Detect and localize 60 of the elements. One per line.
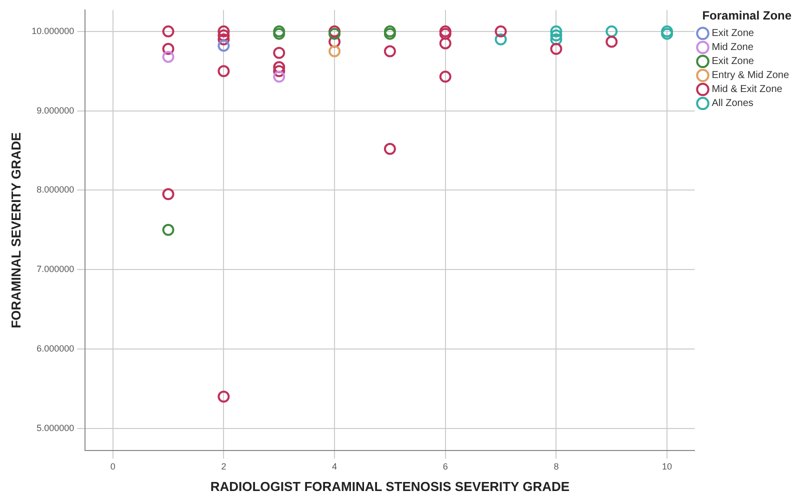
x-tick-label: 8	[554, 461, 559, 472]
point	[384, 25, 396, 38]
y-tick-label: 8.000000	[36, 184, 74, 195]
x-tick-label: 2	[221, 461, 226, 472]
point	[439, 70, 452, 83]
point	[494, 25, 507, 38]
x-tick-label: 6	[442, 461, 448, 472]
legend-title: Foraminal Zone	[702, 8, 792, 22]
point	[439, 25, 452, 38]
legend-label: Mid & Exit Zone	[712, 84, 783, 96]
point	[439, 37, 452, 50]
point	[494, 33, 507, 46]
point	[162, 25, 174, 38]
point	[273, 46, 286, 59]
y-tick-label: 10.000000	[32, 26, 74, 36]
point	[273, 65, 286, 78]
y-axis-title: FORAMINAL SEVERITY GRADE	[8, 132, 24, 328]
y-tick-label: 6.000000	[36, 343, 74, 354]
point	[218, 40, 230, 52]
point	[273, 61, 286, 74]
y-tick-label: 9.000000	[36, 105, 74, 116]
point	[328, 28, 341, 40]
point	[328, 45, 341, 58]
point	[384, 28, 396, 40]
point	[273, 70, 286, 83]
point	[162, 42, 174, 55]
point	[550, 29, 562, 42]
point	[661, 28, 674, 40]
legend-label: All Zones	[712, 98, 754, 110]
point	[218, 25, 230, 38]
point	[273, 25, 286, 38]
y-tick-label: 5.000000	[36, 422, 74, 433]
point	[273, 28, 286, 40]
point	[218, 33, 230, 46]
point	[162, 188, 174, 200]
point	[606, 25, 618, 38]
x-tick-label: 10	[662, 461, 672, 472]
point	[384, 142, 396, 155]
point	[661, 25, 674, 38]
point	[439, 28, 452, 40]
legend-label: Mid Zone	[712, 42, 754, 54]
point	[218, 29, 230, 42]
point	[162, 50, 174, 63]
x-tick-label: 0	[110, 461, 116, 472]
point	[550, 33, 562, 46]
x-axis-title: RADIOLOGIST FORAMINAL STENOSIS SEVERITY GRADE	[210, 478, 570, 494]
point	[328, 25, 341, 38]
point	[606, 36, 618, 48]
y-tick-label: 7.000000	[36, 264, 74, 274]
point	[218, 390, 230, 403]
point	[162, 224, 174, 236]
point	[550, 42, 562, 55]
point	[550, 25, 562, 38]
legend-label: Exit Zone	[712, 28, 754, 40]
point	[384, 45, 396, 58]
legend-label: Exit Zone	[712, 56, 754, 68]
point	[328, 36, 341, 48]
x-tick-label: 4	[332, 461, 338, 472]
point	[218, 65, 230, 78]
legend-label: Entry & Mid Zone	[712, 70, 790, 82]
